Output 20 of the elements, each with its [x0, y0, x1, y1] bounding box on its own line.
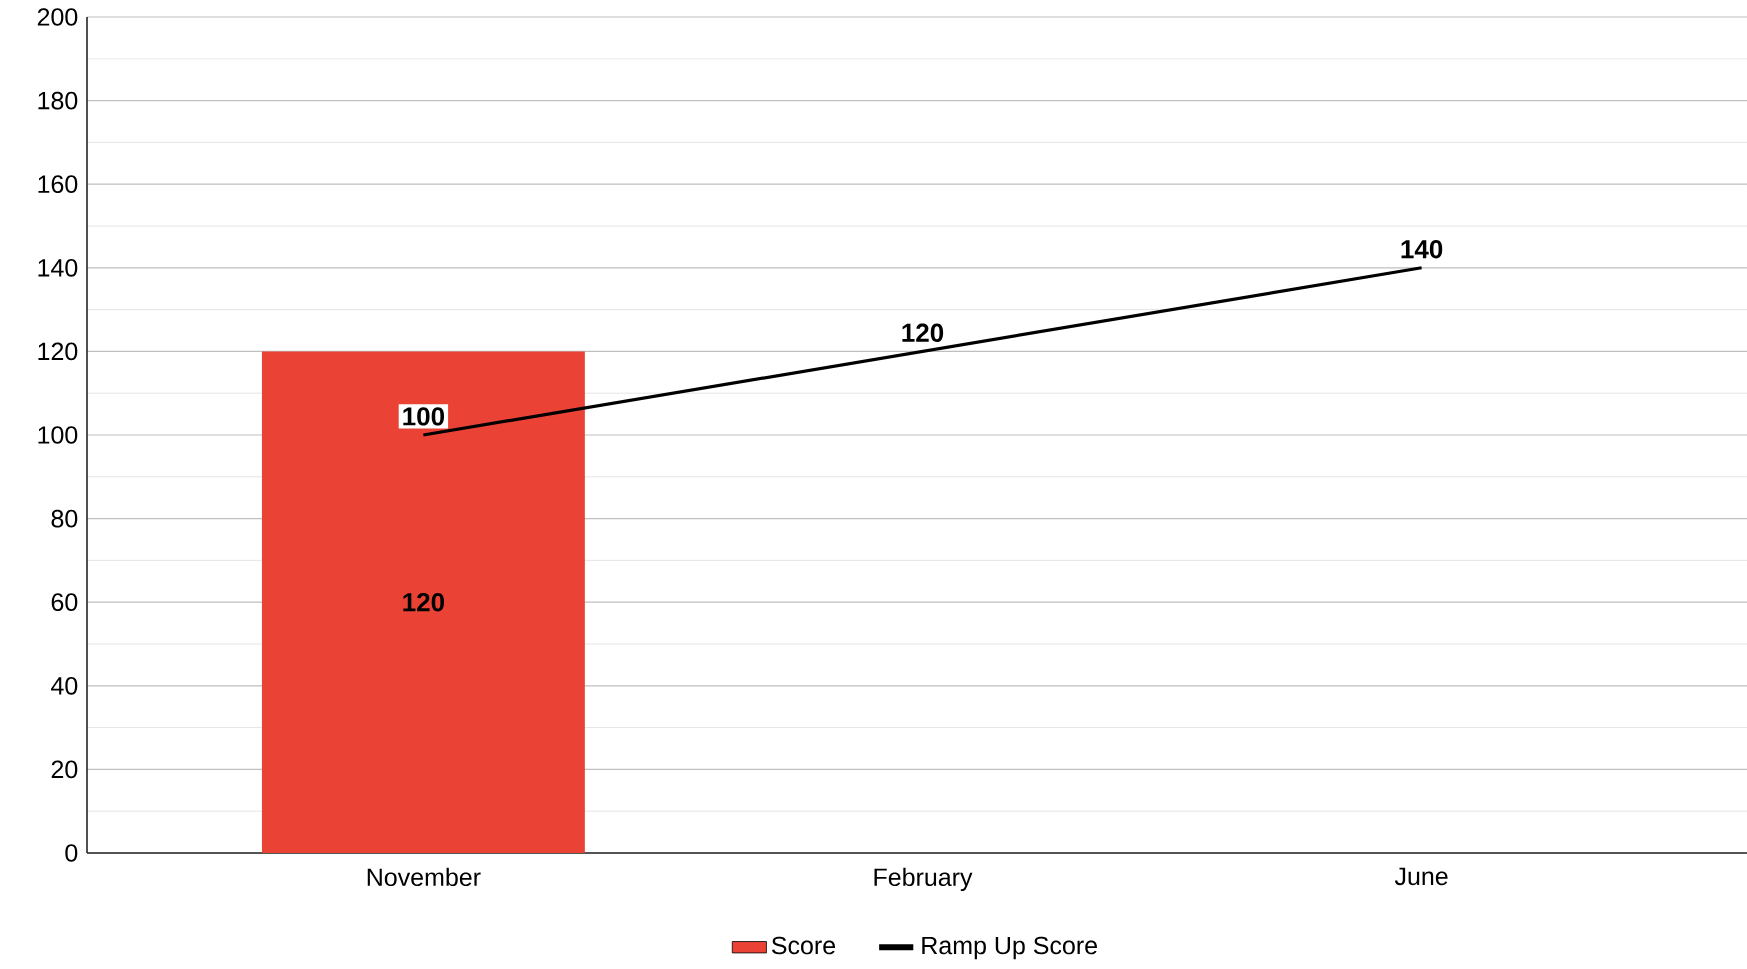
y-tick-label: 120	[38, 342, 78, 361]
y-tick-label: 0	[65, 844, 78, 862]
y-tick-label: 140	[38, 258, 78, 277]
y-tick-label: 80	[51, 509, 78, 528]
y-tick-label: 200	[37, 8, 78, 26]
x-tick-label: February	[874, 867, 973, 892]
x-tick-label: November	[367, 867, 481, 887]
y-tick-label: 160	[38, 175, 78, 194]
data-label: 100	[403, 407, 445, 426]
y-tick-label: 100	[38, 426, 78, 444]
y-tick-label: 20	[51, 760, 78, 779]
x-tick-label: June	[1394, 867, 1448, 886]
y-tick-label: 40	[51, 676, 78, 695]
data-label: 120	[403, 592, 445, 612]
y-tick-label: 180	[38, 91, 78, 110]
data-label: 120	[902, 323, 944, 342]
legend-label: Score	[771, 936, 836, 955]
legend-label: Ramp Up Score	[922, 936, 1097, 960]
data-label: 140	[1401, 239, 1443, 259]
y-tick-label: 60	[51, 593, 78, 612]
